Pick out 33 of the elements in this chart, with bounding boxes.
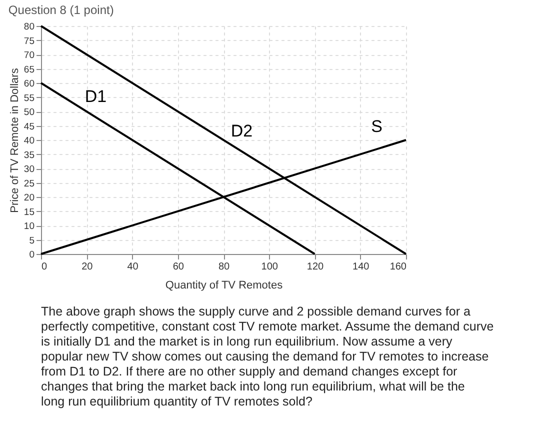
y-tick-label: 70	[24, 50, 34, 61]
y-tick-label: 20	[24, 192, 34, 204]
y-tick-label: 55	[24, 92, 34, 104]
x-tick-label: 120	[306, 262, 324, 272]
x-tick-label: 0	[42, 262, 48, 272]
y-tick-label: 25	[24, 178, 34, 190]
x-tick-label: 160	[390, 262, 407, 272]
y-tick-label: 10	[24, 221, 34, 232]
x-tick-label: 140	[352, 262, 370, 272]
x-tick-label: 20	[82, 262, 94, 272]
y-tick-label: 0	[29, 250, 34, 260]
x-tick-label: 40	[127, 262, 139, 272]
y-tick-label: 60	[24, 78, 34, 90]
series-label: D1	[84, 87, 107, 106]
y-tick-label: 80	[24, 22, 34, 32]
y-tick-label: 35	[24, 150, 34, 161]
series-label: D2	[230, 121, 253, 140]
y-tick-label: 30	[24, 164, 34, 175]
y-axis-title: Price of TV Remote in Dollars	[8, 68, 21, 213]
y-tick-label: 65	[24, 64, 34, 76]
y-tick-label: 75	[24, 36, 34, 47]
x-tick-label: 60	[172, 262, 184, 272]
y-tick-label: 5	[29, 235, 34, 246]
y-tick-label: 40	[24, 136, 34, 146]
y-tick-label: 50	[24, 107, 34, 118]
chart-title: Question 8 (1 point)	[8, 3, 114, 17]
y-tick-label: 15	[24, 206, 34, 218]
series-label: S	[371, 117, 382, 136]
x-tick-label: 80	[218, 262, 230, 272]
text: The above graph shows the supply curve and 2 possible demand curves for a perfectly competitive, constant cost TV remote market. Assume the demand curve is initially D1 and the market is in long run equilibrium. Now assume a very popular new TV show comes out causing the demand for TV remotes to increase from D1 to D2. If there are no other supply and demand changes except for changes that bring the market back into long run equilibrium, what will be the long run equilibrium quantity of TV remotes sold?	[41, 304, 494, 408]
y-tick-label: 45	[24, 121, 34, 132]
x-tick-label: 100	[261, 262, 278, 272]
x-axis-title: Quantity of TV Remotes	[165, 280, 284, 292]
